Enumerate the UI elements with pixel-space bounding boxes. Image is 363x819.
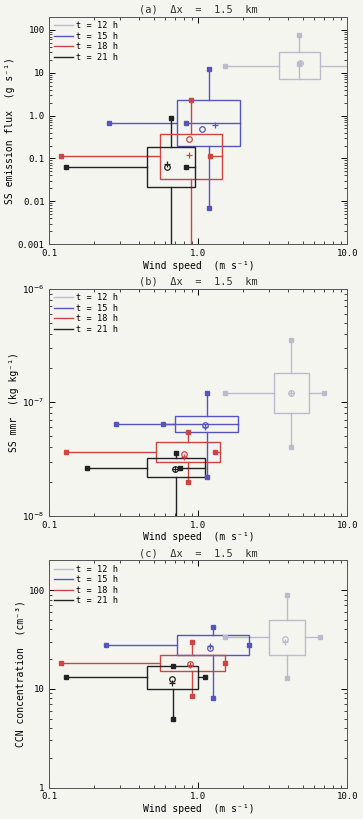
X-axis label: Wind speed  (m s⁻¹): Wind speed (m s⁻¹)	[143, 532, 254, 542]
Legend: t = 12 h, t = 15 h, t = 18 h, t = 21 h: t = 12 h, t = 15 h, t = 18 h, t = 21 h	[52, 563, 120, 607]
Bar	[177, 635, 249, 655]
Title: (c)  Δx  =  1.5  km: (c) Δx = 1.5 km	[139, 548, 258, 559]
Bar	[147, 666, 199, 689]
Y-axis label: SS emission flux  (g s⁻¹): SS emission flux (g s⁻¹)	[5, 57, 15, 204]
Y-axis label: SS mmr  (kg kg⁻¹): SS mmr (kg kg⁻¹)	[9, 352, 19, 452]
Bar	[147, 147, 195, 187]
Title: (b)  Δx  =  1.5  km: (b) Δx = 1.5 km	[139, 277, 258, 287]
Legend: t = 12 h, t = 15 h, t = 18 h, t = 21 h: t = 12 h, t = 15 h, t = 18 h, t = 21 h	[52, 20, 120, 64]
Bar	[147, 459, 204, 477]
Bar	[156, 441, 220, 462]
Bar	[175, 416, 238, 432]
Bar	[160, 655, 225, 672]
Bar	[280, 52, 319, 79]
Title: (a)  Δx  =  1.5  km: (a) Δx = 1.5 km	[139, 5, 258, 15]
Bar	[177, 100, 240, 146]
Legend: t = 12 h, t = 15 h, t = 18 h, t = 21 h: t = 12 h, t = 15 h, t = 18 h, t = 21 h	[52, 292, 120, 336]
Bar	[274, 373, 309, 414]
Bar	[160, 133, 223, 179]
X-axis label: Wind speed  (m s⁻¹): Wind speed (m s⁻¹)	[143, 804, 254, 814]
Y-axis label: CCN concentration  (cm⁻³): CCN concentration (cm⁻³)	[16, 600, 26, 748]
X-axis label: Wind speed  (m s⁻¹): Wind speed (m s⁻¹)	[143, 260, 254, 271]
Bar	[269, 620, 305, 655]
